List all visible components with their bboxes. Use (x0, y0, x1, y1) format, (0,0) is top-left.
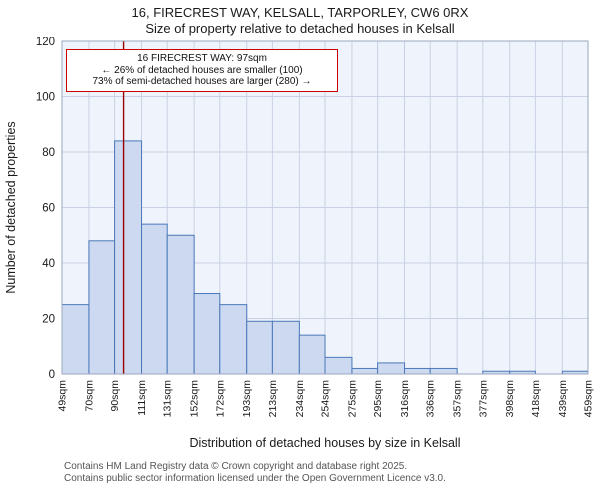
x-tick-label: 357sqm (452, 380, 464, 418)
histogram-bar (429, 367, 458, 375)
x-tick-label: 193sqm (241, 380, 253, 418)
histogram-bar (166, 234, 195, 375)
x-tick-label: 234sqm (294, 380, 306, 418)
y-tick-label: 80 (42, 147, 55, 159)
annotation-line-3: 73% of semi-detached houses are larger (… (92, 76, 312, 87)
chart-subtitle: Size of property relative to detached ho… (145, 21, 455, 36)
histogram-bar (404, 367, 431, 375)
histogram-bar (271, 320, 300, 375)
y-tick-label: 0 (49, 369, 55, 381)
chart-area: 0 20 40 60 80 100 120 49sqm 70sqm 90sqm 111sqm 131s… (0, 37, 600, 461)
x-tick-label: 90sqm (109, 380, 121, 412)
footer-line-2: Contains public sector information licen… (64, 473, 446, 484)
x-tick-label: 275sqm (346, 380, 358, 418)
histogram-bar (193, 293, 221, 375)
x-tick-label: 70sqm (83, 380, 95, 412)
x-tick-label: 316sqm (399, 380, 411, 418)
y-tick-label: 40 (42, 258, 55, 270)
x-tick-label: 172sqm (214, 380, 226, 418)
y-tick-label: 120 (36, 37, 55, 48)
histogram-bar (324, 356, 353, 375)
annotation-line-2: ← 26% of detached houses are smaller (10… (101, 64, 303, 76)
x-tick-label: 439sqm (557, 380, 569, 418)
x-axis-label: Distribution of detached houses by size … (190, 436, 461, 450)
x-tick-label: 49sqm (57, 380, 69, 412)
plot-frame (61, 40, 589, 375)
x-tick-label: 418sqm (530, 380, 542, 418)
x-tick-label: 152sqm (189, 380, 201, 418)
annotation-line-1: 16 FIRECREST WAY: 97sqm (137, 53, 267, 64)
x-tick-label: 295sqm (372, 380, 384, 418)
y-tick-label: 100 (36, 92, 55, 104)
histogram-bar (141, 223, 168, 375)
x-tick-label: 377sqm (477, 380, 489, 418)
x-tick-label: 111sqm (136, 380, 148, 416)
chart-title: 16, FIRECREST WAY, KELSALL, TARPORLEY, C… (131, 5, 469, 20)
x-tick-label: 131sqm (162, 380, 174, 418)
footer-line-1: Contains HM Land Registry data © Crown c… (64, 461, 408, 472)
chart-header: 16, FIRECREST WAY, KELSALL, TARPORLEY, C… (0, 0, 600, 37)
histogram-bar (219, 304, 248, 375)
x-tick-label: 459sqm (583, 380, 595, 418)
histogram-bar (298, 334, 326, 375)
histogram-svg: 0 20 40 60 80 100 120 49sqm 70sqm 90sqm 111sqm 131s… (4, 37, 595, 450)
histogram-bar (351, 367, 379, 375)
y-tick-label: 60 (42, 203, 55, 215)
y-tick-label: 20 (42, 314, 55, 326)
footer: Contains HM Land Registry data © Crown c… (0, 461, 600, 485)
x-tick-label: 213sqm (267, 380, 279, 418)
histogram-bar (377, 362, 406, 375)
x-tick-label: 254sqm (320, 380, 332, 418)
histogram-bar (246, 320, 273, 375)
y-axis-label: Number of detached properties (4, 121, 18, 293)
histogram-bar (88, 240, 116, 375)
histogram-bar (61, 304, 90, 375)
annotation-box: 16 FIRECREST WAY: 97sqm ← 26% of detache… (66, 49, 338, 92)
x-tick-label: 336sqm (425, 380, 437, 418)
x-tick-label: 398sqm (504, 380, 516, 418)
histogram-bar (114, 140, 143, 375)
